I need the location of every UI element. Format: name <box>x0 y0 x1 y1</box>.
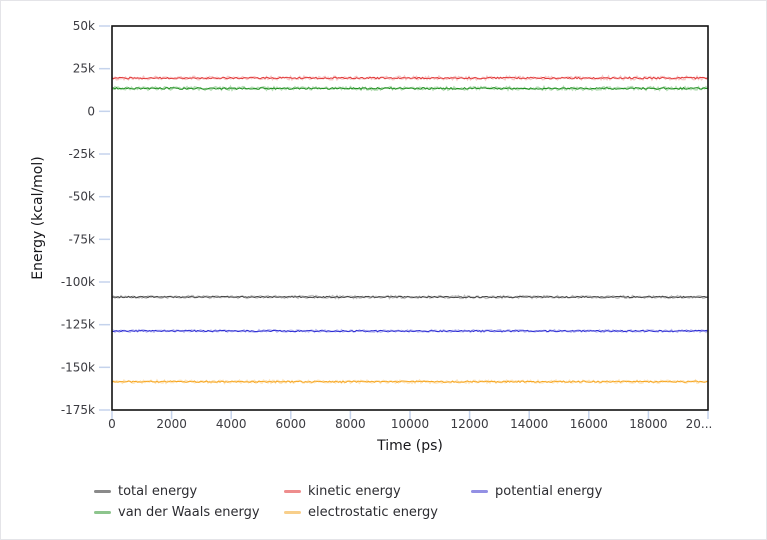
legend-line-icon <box>94 510 111 514</box>
legend-item-kinetic-energy[interactable]: kinetic energy <box>284 483 401 499</box>
y-tick-label: -150k <box>61 360 95 374</box>
x-tick-label: 12000 <box>451 417 489 431</box>
x-tick-label: 0 <box>108 417 116 431</box>
legend-label: van der Waals energy <box>118 504 260 520</box>
legend-line-icon <box>471 489 488 493</box>
x-axis-title: Time (ps) <box>377 438 443 454</box>
y-tick-label: 0 <box>87 104 95 118</box>
series-line-total-energy[interactable] <box>111 295 708 299</box>
y-tick-label: -75k <box>68 232 95 246</box>
legend-line-icon <box>284 489 301 493</box>
plot-frame <box>111 25 709 411</box>
x-tick-label: 16000 <box>570 417 608 431</box>
legend-item-total-energy[interactable]: total energy <box>94 483 197 499</box>
y-tick-label: -50k <box>68 190 95 204</box>
x-tick-label: 14000 <box>510 417 548 431</box>
y-tick-label: 50k <box>73 19 95 33</box>
x-tick-label: 10000 <box>391 417 429 431</box>
x-tick-label: 2000 <box>156 417 187 431</box>
series-line-electrostatic-energy[interactable] <box>111 380 708 384</box>
y-tick-label: -25k <box>68 147 95 161</box>
x-tick-label: 18000 <box>629 417 667 431</box>
plot-area-svg: 50k 25k 0 -25k -50k -75k -100k -125k -150k -175k 0… <box>61 19 713 431</box>
x-tick-label: 6000 <box>276 417 307 431</box>
legend-item-electrostatic-energy[interactable]: electrostatic energy <box>284 504 438 520</box>
legend-item-potential-energy[interactable]: potential energy <box>471 483 602 499</box>
y-tick-label: -175k <box>61 403 95 417</box>
x-tick-label: 4000 <box>216 417 247 431</box>
y-tick-label: 25k <box>73 62 95 76</box>
x-tick-label: 20... <box>686 417 713 431</box>
legend-label: total energy <box>118 483 198 499</box>
series-line-van-der-waals-energy[interactable] <box>111 86 708 90</box>
series-line-potential-energy[interactable] <box>111 329 708 333</box>
x-tick-label: 8000 <box>335 417 366 431</box>
legend-label: electrostatic energy <box>308 504 438 520</box>
legend-line-icon <box>284 510 301 514</box>
legend-label: kinetic energy <box>308 483 401 499</box>
legend-label: potential energy <box>495 483 603 499</box>
y-tick-label: -100k <box>61 275 95 289</box>
legend-item-van-der-waals-energy[interactable]: van der Waals energy <box>94 504 260 520</box>
legend-line-icon <box>94 489 111 493</box>
y-axis-title: Energy (kcal/mol) <box>30 156 46 280</box>
series-line-kinetic-energy[interactable] <box>111 76 708 80</box>
y-tick-label: -125k <box>61 318 95 332</box>
